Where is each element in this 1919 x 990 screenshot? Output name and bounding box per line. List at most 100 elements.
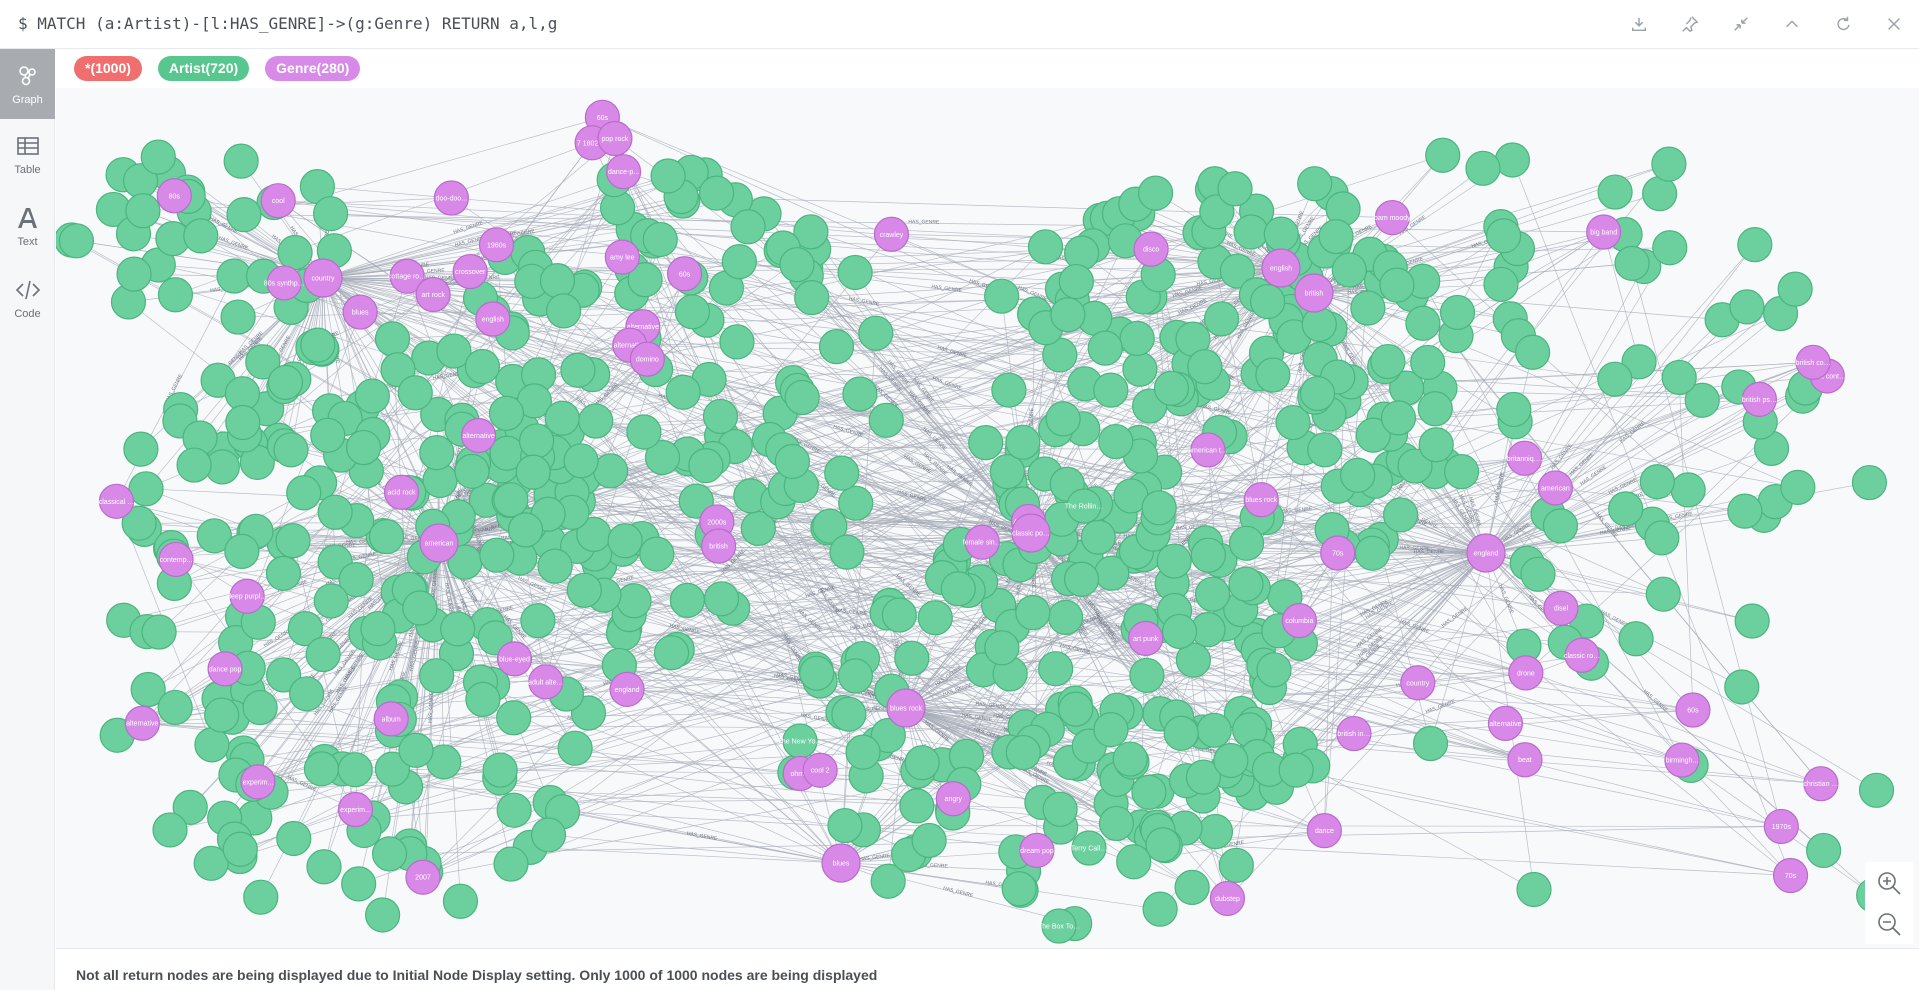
artist-node[interactable] xyxy=(1174,869,1210,905)
artist-node[interactable] xyxy=(1516,871,1552,908)
collapse-button[interactable] xyxy=(1715,0,1766,48)
artist-node[interactable] xyxy=(1219,253,1256,289)
genre-node[interactable] xyxy=(1507,440,1543,476)
artist-node[interactable] xyxy=(496,792,532,828)
artist-node[interactable] xyxy=(1228,525,1265,561)
artist-node[interactable] xyxy=(702,398,739,435)
artist-node[interactable] xyxy=(881,597,917,633)
genre-node[interactable] xyxy=(666,256,703,292)
has-genre-relationship[interactable] xyxy=(802,397,1032,534)
artist-node[interactable] xyxy=(121,505,157,541)
artist-node[interactable] xyxy=(940,571,976,607)
artist-node[interactable] xyxy=(1005,424,1041,460)
genre-node[interactable] xyxy=(1243,482,1279,518)
artist-node[interactable] xyxy=(275,523,311,559)
artist-node[interactable] xyxy=(719,324,755,360)
artist-node[interactable] xyxy=(194,727,230,763)
artist-node[interactable] xyxy=(917,600,953,636)
artist-node[interactable] xyxy=(1045,401,1081,437)
artist-node[interactable] xyxy=(1542,508,1579,544)
genre-node[interactable] xyxy=(1675,692,1711,728)
artist-node[interactable] xyxy=(276,820,312,857)
has-genre-relationship[interactable] xyxy=(905,300,1073,709)
has-genre-relationship[interactable] xyxy=(625,540,1526,761)
has-genre-relationship[interactable] xyxy=(548,834,842,864)
artist-node[interactable] xyxy=(193,845,229,881)
artist-node[interactable] xyxy=(1228,566,1264,602)
artist-node[interactable] xyxy=(721,244,757,280)
artist-node[interactable] xyxy=(436,333,472,369)
artist-node[interactable] xyxy=(1777,271,1813,307)
has-genre-relationship[interactable] xyxy=(322,277,493,313)
artist-node[interactable] xyxy=(1805,832,1842,869)
artist-node[interactable] xyxy=(1520,556,1556,592)
genre-node[interactable] xyxy=(461,417,497,454)
artist-node[interactable] xyxy=(479,537,515,573)
has-genre-relationship[interactable] xyxy=(716,521,1653,525)
artist-node[interactable] xyxy=(496,700,532,736)
artist-node[interactable] xyxy=(799,655,835,691)
artist-node[interactable] xyxy=(699,175,735,211)
artist-node[interactable] xyxy=(493,846,529,882)
artist-node[interactable] xyxy=(222,831,258,867)
has-genre-relationship[interactable] xyxy=(681,196,1393,218)
artist-node[interactable] xyxy=(1645,576,1681,612)
artist-node[interactable] xyxy=(345,429,382,466)
artist-node[interactable] xyxy=(289,676,325,712)
artist-node[interactable] xyxy=(1112,741,1148,777)
artist-node[interactable] xyxy=(1163,715,1199,751)
artist-node[interactable] xyxy=(1418,427,1454,463)
sidebar-item-table[interactable]: Table xyxy=(0,119,55,189)
genre-hub-node[interactable] xyxy=(419,523,459,563)
artist-node[interactable] xyxy=(1383,497,1419,533)
artist-node[interactable] xyxy=(818,329,855,365)
genre-node[interactable] xyxy=(1772,857,1809,894)
artist-node[interactable] xyxy=(1042,791,1078,827)
genre-node[interactable] xyxy=(1336,715,1372,752)
has-genre-relationship[interactable] xyxy=(1359,489,1487,554)
artist-node[interactable] xyxy=(152,812,188,848)
artist-node[interactable] xyxy=(842,376,878,412)
zoom-in-button[interactable] xyxy=(1865,862,1913,903)
has-genre-relationship[interactable] xyxy=(1485,399,1703,554)
artist-node[interactable] xyxy=(204,697,240,733)
genre-node[interactable] xyxy=(389,258,425,294)
genre-node[interactable] xyxy=(415,276,451,313)
has-genre-relationship[interactable] xyxy=(1257,552,1487,757)
genre-node[interactable] xyxy=(337,791,374,828)
artist-node[interactable] xyxy=(128,471,164,507)
artist-node[interactable] xyxy=(626,414,662,450)
artist-node[interactable] xyxy=(730,209,766,245)
artist-node[interactable] xyxy=(1048,599,1084,636)
artist-node[interactable] xyxy=(520,602,556,639)
artist-node[interactable] xyxy=(1670,472,1706,508)
has-genre-relationship[interactable] xyxy=(726,287,1209,451)
artist-node[interactable] xyxy=(1379,267,1415,303)
legend-all-pill[interactable]: *(1000) xyxy=(74,56,142,81)
artist-node[interactable] xyxy=(1355,417,1391,453)
genre-node[interactable] xyxy=(1508,655,1544,691)
genre-node[interactable] xyxy=(1128,620,1164,656)
has-genre-relationship[interactable] xyxy=(1273,669,1526,761)
has-genre-relationship[interactable] xyxy=(1236,458,1525,780)
has-genre-relationship[interactable] xyxy=(142,643,1301,724)
genre-node[interactable] xyxy=(604,239,640,275)
has-genre-relationship[interactable] xyxy=(322,277,363,408)
genre-node[interactable] xyxy=(260,183,296,219)
artist-node[interactable] xyxy=(1621,344,1657,380)
artist-node[interactable] xyxy=(157,277,194,313)
artist-node[interactable] xyxy=(305,636,341,673)
has-genre-relationship[interactable] xyxy=(1375,480,1487,554)
genre-node[interactable] xyxy=(1133,231,1169,267)
artist-node[interactable] xyxy=(116,256,152,292)
genre-hub-node[interactable] xyxy=(821,843,861,883)
artist-node[interactable] xyxy=(1331,252,1367,288)
has-genre-relationship[interactable] xyxy=(1485,247,1671,554)
artist-node[interactable] xyxy=(984,278,1020,314)
has-genre-relationship[interactable] xyxy=(1430,552,1487,744)
artist-node[interactable] xyxy=(226,197,262,233)
artist-node[interactable] xyxy=(1340,457,1376,493)
artist-node[interactable] xyxy=(1093,712,1129,748)
has-genre-relationship[interactable] xyxy=(392,768,801,774)
artist-node[interactable] xyxy=(1098,423,1134,460)
